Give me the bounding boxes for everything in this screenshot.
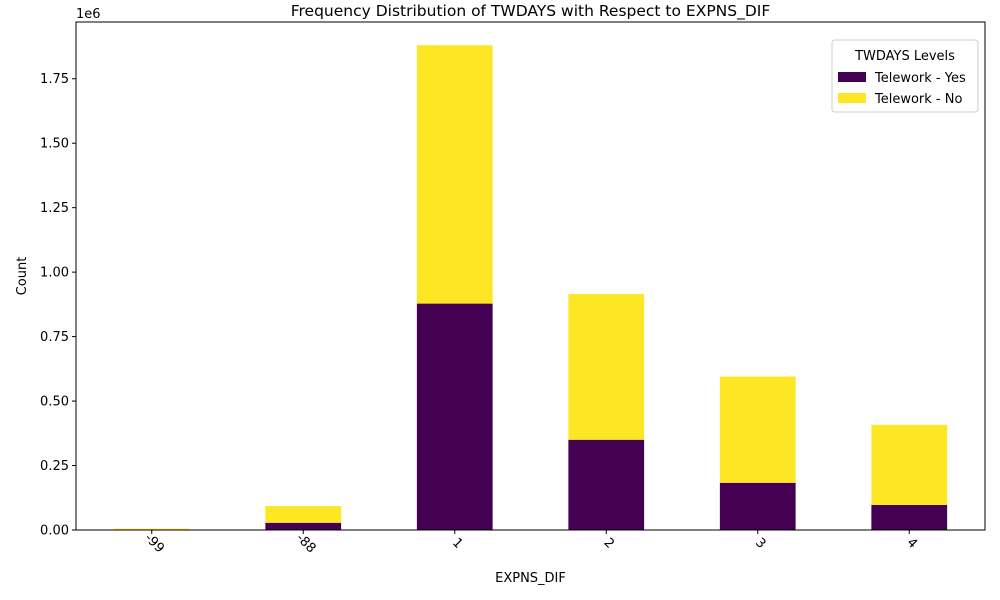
legend-box — [831, 39, 979, 113]
bar-3-telework-yes — [719, 482, 796, 530]
y-offset-text: 1e6 — [76, 7, 101, 22]
y-tick-label: 0.00 — [40, 524, 69, 539]
y-tick-label: 1.25 — [40, 201, 69, 216]
legend-title: TWDAYS Levels — [854, 49, 955, 64]
bar-3-telework-no — [719, 376, 796, 483]
x-tick-label: 1 — [449, 535, 465, 551]
y-tick-label: 0.50 — [40, 395, 69, 410]
y-tick-label: 0.75 — [40, 330, 69, 345]
y-tick-label: 1.00 — [40, 266, 69, 281]
y-tick-label: 1.50 — [40, 137, 69, 152]
plot-frame — [75, 21, 986, 531]
legend-swatch-telework-no — [838, 93, 866, 103]
bar-2-telework-yes — [568, 439, 645, 530]
x-tick-label: -88 — [293, 531, 319, 557]
bar-1-telework-no — [416, 45, 493, 304]
bar-2-telework-no — [568, 294, 645, 440]
y-ticks: 0.00 0.25 0.50 0.75 1.00 1.25 1.50 1.75 — [40, 72, 76, 539]
bar--99-telework-no — [113, 528, 190, 530]
legend-swatch-telework-yes — [838, 72, 866, 82]
bar--88-telework-no — [265, 506, 342, 523]
x-tick-label: 4 — [903, 535, 919, 551]
legend-label-telework-no: Telework - No — [874, 92, 962, 107]
y-axis-label: Count — [15, 257, 30, 296]
bar--88-telework-yes — [265, 522, 342, 530]
legend: TWDAYS Levels Telework - Yes Telework - … — [831, 39, 979, 113]
x-axis-label: EXPNS_DIF — [495, 571, 566, 586]
bar-1-telework-yes — [416, 303, 493, 530]
chart-title: Frequency Distribution of TWDAYS with Re… — [291, 2, 771, 21]
bar-4-telework-no — [871, 424, 948, 505]
bar-4-telework-yes — [871, 504, 948, 530]
x-tick-label: 3 — [752, 535, 768, 551]
x-ticks: -99 -88 1 2 3 4 — [141, 530, 920, 556]
x-tick-label: 2 — [600, 535, 616, 551]
bars-layer — [113, 45, 948, 530]
y-tick-label: 0.25 — [40, 459, 69, 474]
y-tick-label: 1.75 — [40, 72, 69, 87]
x-tick-label: -99 — [141, 531, 167, 557]
legend-label-telework-yes: Telework - Yes — [874, 71, 966, 86]
axes-layer — [75, 21, 986, 531]
